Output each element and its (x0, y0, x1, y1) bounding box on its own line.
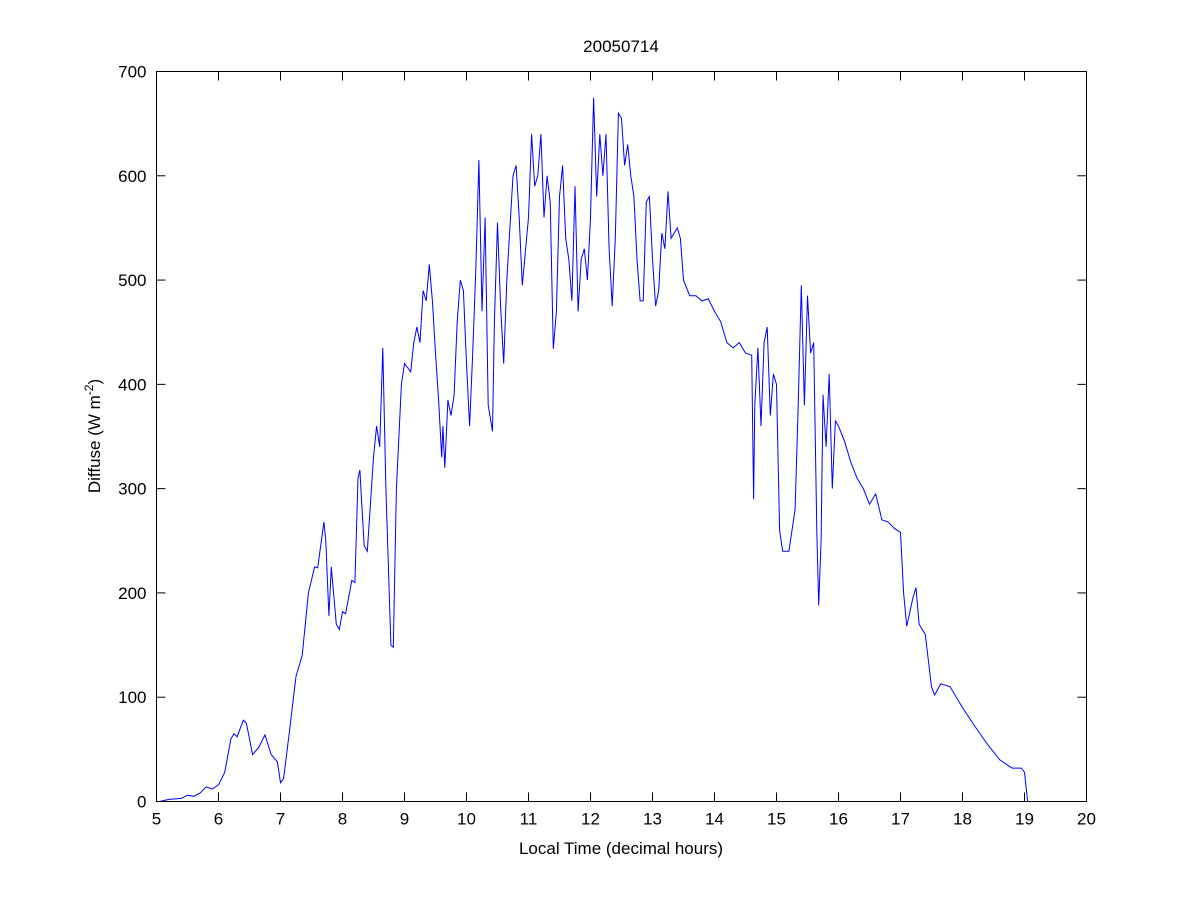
x-tick-label: 20 (1077, 810, 1096, 829)
x-axis-label: Local Time (decimal hours) (519, 839, 723, 858)
y-axis-label-sup: -2 (82, 384, 96, 395)
x-tick-label: 8 (338, 810, 347, 829)
y-axis-label: Diffuse (W m-2) (82, 379, 104, 493)
x-tick-label: 15 (767, 810, 786, 829)
y-tick-label: 200 (118, 584, 146, 603)
y-axis-ticks: 0 100 200 300 400 500 600 700 (118, 63, 1087, 812)
series-line (159, 97, 1029, 802)
x-tick-label: 9 (400, 810, 409, 829)
y-tick-label: 300 (118, 480, 146, 499)
y-axis-label-main: Diffuse (W m (85, 395, 104, 493)
axes-box (156, 71, 1087, 802)
x-tick-label: 17 (891, 810, 910, 829)
x-tick-label: 10 (457, 810, 476, 829)
y-tick-label: 400 (118, 375, 146, 394)
x-tick-label: 13 (643, 810, 662, 829)
x-tick-label: 19 (1015, 810, 1034, 829)
x-tick-label: 7 (276, 810, 285, 829)
x-tick-label: 11 (520, 810, 538, 829)
y-tick-label: 600 (118, 167, 146, 186)
x-tick-label: 6 (214, 810, 223, 829)
y-tick-label: 700 (118, 63, 146, 82)
x-tick-label: 16 (829, 810, 848, 829)
y-tick-label: 500 (118, 271, 146, 290)
x-tick-label: 12 (581, 810, 600, 829)
chart-title: 20050714 (583, 37, 659, 56)
x-tick-label: 5 (152, 810, 161, 829)
x-tick-label: 18 (953, 810, 972, 829)
x-tick-label: 14 (705, 810, 724, 829)
y-tick-label: 0 (137, 793, 146, 812)
y-axis-label-close: ) (85, 379, 104, 385)
x-axis-ticks: 5 6 7 8 9 10 11 12 13 14 15 16 17 18 19 20 (152, 71, 1096, 829)
y-tick-label: 100 (118, 688, 146, 707)
